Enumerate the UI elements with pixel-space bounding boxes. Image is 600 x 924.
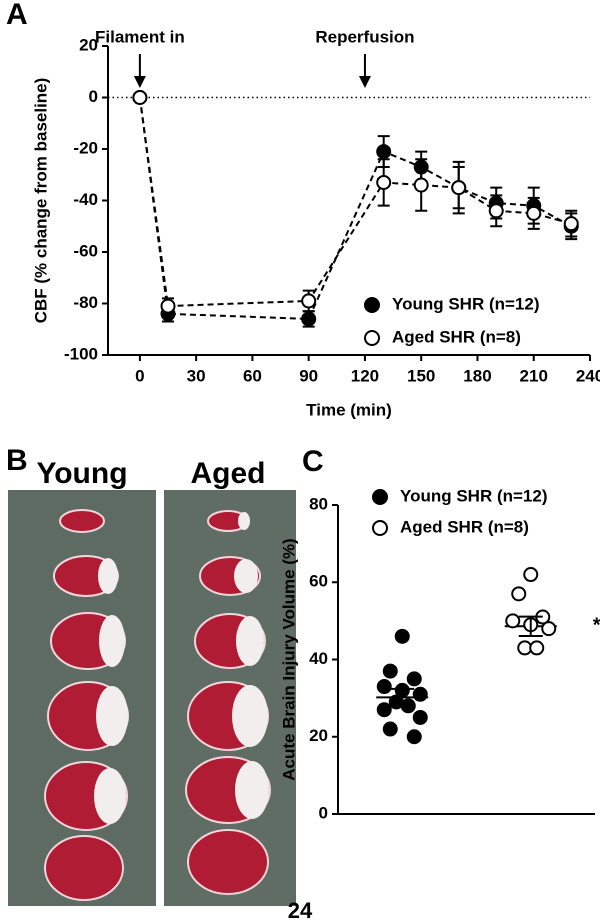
data-point — [412, 686, 428, 702]
x-tick-label: 90 — [299, 366, 318, 385]
data-point — [563, 216, 579, 232]
y-tick-label: 40 — [309, 649, 328, 668]
x-tick-label: 30 — [187, 366, 206, 385]
data-point — [523, 567, 539, 583]
y-tick-label: 20 — [309, 726, 328, 745]
panel-label: B — [6, 444, 28, 477]
column-label: Aged — [191, 457, 266, 490]
arrow-head — [358, 76, 371, 88]
sem-bar — [518, 615, 543, 637]
data-point — [526, 205, 542, 221]
legend-label: Young SHR (n=12) — [392, 294, 540, 313]
infarct-areas — [94, 512, 269, 824]
legend-marker — [372, 489, 388, 505]
data-point — [394, 628, 410, 644]
x-tick-label: 60 — [243, 366, 262, 385]
significance: * — [593, 615, 600, 637]
data-point — [488, 203, 504, 219]
data-point — [451, 180, 467, 196]
panel-label: C — [302, 445, 324, 478]
y-tick-label: 60 — [309, 572, 328, 591]
data-point — [505, 613, 521, 629]
arrow-head — [133, 76, 146, 88]
data-point — [382, 721, 398, 737]
x-tick-label: 180 — [463, 366, 491, 385]
y-tick-label: -100 — [64, 344, 98, 363]
column-label: Young — [36, 457, 127, 490]
data-point — [376, 702, 392, 718]
data-point — [376, 679, 392, 695]
x-tick-label: 0 — [135, 366, 144, 385]
x-tick-label: 120 — [351, 366, 379, 385]
series-line — [138, 97, 572, 320]
annotation: Reperfusion — [315, 27, 414, 46]
sem-bar — [390, 687, 415, 707]
data-point — [382, 663, 398, 679]
x-tick-label: 210 — [520, 366, 548, 385]
legend-label: Aged SHR (n=8) — [392, 327, 521, 346]
x-tick-label: 150 — [407, 366, 435, 385]
data-point — [132, 90, 148, 105]
legend-marker — [372, 520, 388, 536]
y-axis-label: Acute Brain Injury Volume (%) — [279, 538, 298, 780]
series-line — [138, 97, 572, 308]
x-tick-label: 240 — [576, 366, 600, 385]
y-tick-label: 0 — [89, 87, 98, 106]
data-point — [406, 671, 422, 687]
x-axis-label: Time (min) — [306, 400, 392, 419]
panel-b-photos — [8, 490, 296, 906]
data-point — [376, 174, 392, 190]
data-point — [301, 311, 317, 327]
page-number: 24 — [288, 898, 313, 923]
annotation: Filament in — [95, 27, 185, 46]
legend-label: Aged SHR (n=8) — [400, 517, 529, 536]
data-point — [376, 144, 392, 160]
y-tick-label: -40 — [73, 190, 98, 209]
data-point — [541, 621, 557, 637]
data-point — [412, 709, 428, 725]
legend-label: Young SHR (n=12) — [400, 486, 548, 505]
data-point — [413, 177, 429, 193]
data-point — [511, 586, 527, 602]
y-axis-label: CBF (% change from baseline) — [31, 78, 50, 324]
data-point — [301, 293, 317, 309]
y-tick-label: -80 — [73, 293, 98, 312]
y-tick-label: -60 — [73, 241, 98, 260]
y-tick-label: 0 — [319, 803, 328, 822]
legend-marker — [364, 297, 380, 313]
y-tick-label: -20 — [73, 138, 98, 157]
legend-marker — [364, 330, 380, 346]
data-point — [160, 298, 176, 314]
data-point — [406, 729, 422, 745]
panel-label: A — [6, 0, 28, 31]
data-point — [529, 640, 545, 656]
y-tick-label: 80 — [309, 494, 328, 513]
y-tick-label: 20 — [79, 35, 98, 54]
